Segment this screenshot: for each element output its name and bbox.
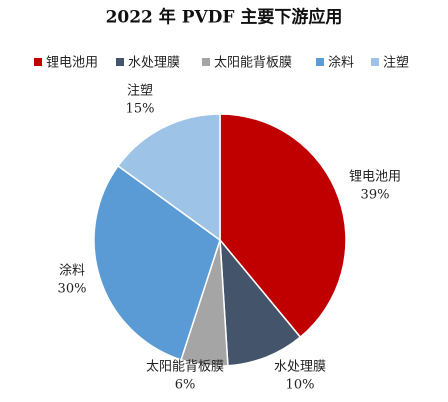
slice-name: 注塑 — [127, 84, 153, 99]
legend-marker — [371, 58, 379, 66]
legend: 锂电池用 水处理膜 太阳能背板膜 涂料 注塑 — [34, 55, 409, 71]
legend-marker — [202, 58, 210, 66]
slice-value: 39% — [361, 188, 390, 203]
slice-name: 锂电池用 — [349, 170, 401, 185]
legend-marker — [34, 58, 42, 66]
pie-slice — [219, 113, 347, 339]
slice-value: 10% — [286, 378, 315, 393]
pie — [93, 113, 347, 367]
legend-marker — [116, 58, 124, 66]
pie-slice — [93, 164, 221, 361]
slice-name: 太阳能背板膜 — [146, 360, 224, 375]
legend-label: 太阳能背板膜 — [214, 56, 292, 71]
pie-slice — [219, 237, 302, 367]
slice-labels: 锂电池用 39% 水处理膜 10% 太阳能背板膜 6% 涂料 30% 注塑 15% — [58, 84, 401, 393]
legend-label: 水处理膜 — [128, 56, 180, 71]
slice-name: 涂料 — [59, 263, 85, 279]
legend-marker — [316, 58, 324, 66]
legend-label: 锂电池用 — [46, 56, 98, 71]
slice-value: 6% — [175, 378, 196, 393]
pie-slice — [117, 113, 221, 242]
slice-name: 水处理膜 — [274, 360, 326, 375]
legend-label: 注塑 — [383, 56, 409, 71]
chart-title: 2022 年 PVDF 主要下游应用 — [106, 7, 343, 28]
slice-value: 15% — [126, 102, 155, 117]
slice-value: 30% — [58, 282, 87, 297]
legend-label: 涂料 — [328, 55, 354, 71]
